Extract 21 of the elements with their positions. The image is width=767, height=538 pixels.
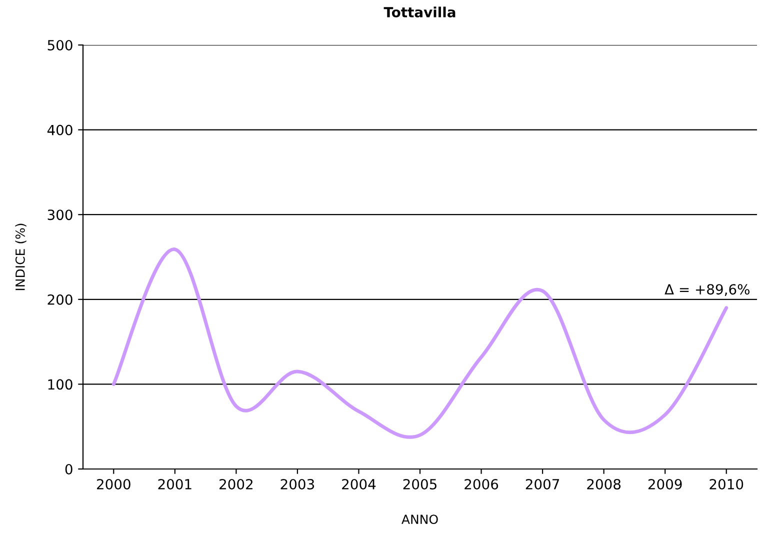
annotation: Δ = +89,6% bbox=[664, 284, 750, 296]
x-tick-label: 2006 bbox=[464, 478, 498, 490]
y-tick-label: 500 bbox=[48, 40, 72, 50]
x-axis-title: ANNO bbox=[402, 514, 438, 524]
chart-title: Tottavilla bbox=[384, 6, 456, 18]
x-tick-label: 2003 bbox=[280, 478, 314, 490]
x-tick-label: 2009 bbox=[648, 478, 682, 490]
x-tick-label: 2007 bbox=[526, 478, 560, 490]
x-tick-label: 2010 bbox=[710, 478, 744, 490]
y-axis-title: INDICE (%) bbox=[15, 224, 26, 290]
x-tick-label: 2002 bbox=[220, 478, 252, 490]
y-tick-label: 300 bbox=[48, 210, 72, 220]
x-tick-label: 2000 bbox=[96, 478, 130, 490]
y-tick-label: 100 bbox=[48, 379, 72, 390]
x-tick-label: 2004 bbox=[342, 478, 376, 490]
y-tick-label: 0 bbox=[65, 464, 72, 474]
y-tick-label: 400 bbox=[47, 124, 72, 136]
x-tick-label: 2001 bbox=[158, 478, 192, 490]
x-tick-label: 2008 bbox=[587, 478, 621, 490]
x-tick-label: 2005 bbox=[403, 478, 436, 490]
y-tick-label: 200 bbox=[48, 294, 72, 305]
